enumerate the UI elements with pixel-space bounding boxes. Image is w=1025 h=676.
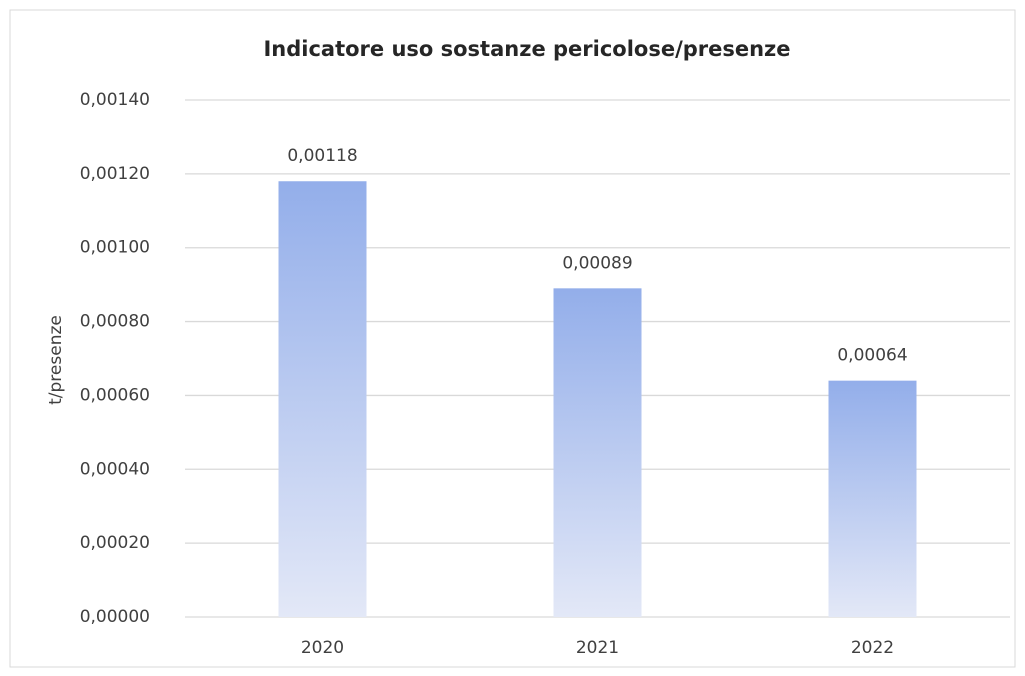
bar [553, 288, 642, 617]
data-label: 0,00118 [287, 146, 357, 166]
y-tick-label: 0,00040 [80, 459, 150, 479]
data-label: 0,00064 [837, 346, 907, 366]
y-tick-label: 0,00080 [80, 312, 150, 332]
y-tick-label: 0,00020 [80, 533, 150, 553]
y-axis-label: t/presenze [46, 315, 66, 405]
y-tick-label: 0,00100 [80, 238, 150, 258]
y-tick-label: 0,00000 [80, 607, 150, 627]
data-label: 0,00089 [562, 253, 632, 273]
y-tick-label: 0,00060 [80, 385, 150, 405]
y-tick-label: 0,00120 [80, 164, 150, 184]
x-tick-label: 2021 [576, 638, 619, 658]
bar [828, 380, 917, 617]
y-tick-label: 0,00140 [80, 90, 150, 110]
bar [278, 181, 367, 617]
chart-title: Indicatore uso sostanze pericolose/prese… [263, 37, 790, 61]
x-tick-label: 2020 [301, 638, 344, 658]
x-tick-label: 2022 [851, 638, 894, 658]
